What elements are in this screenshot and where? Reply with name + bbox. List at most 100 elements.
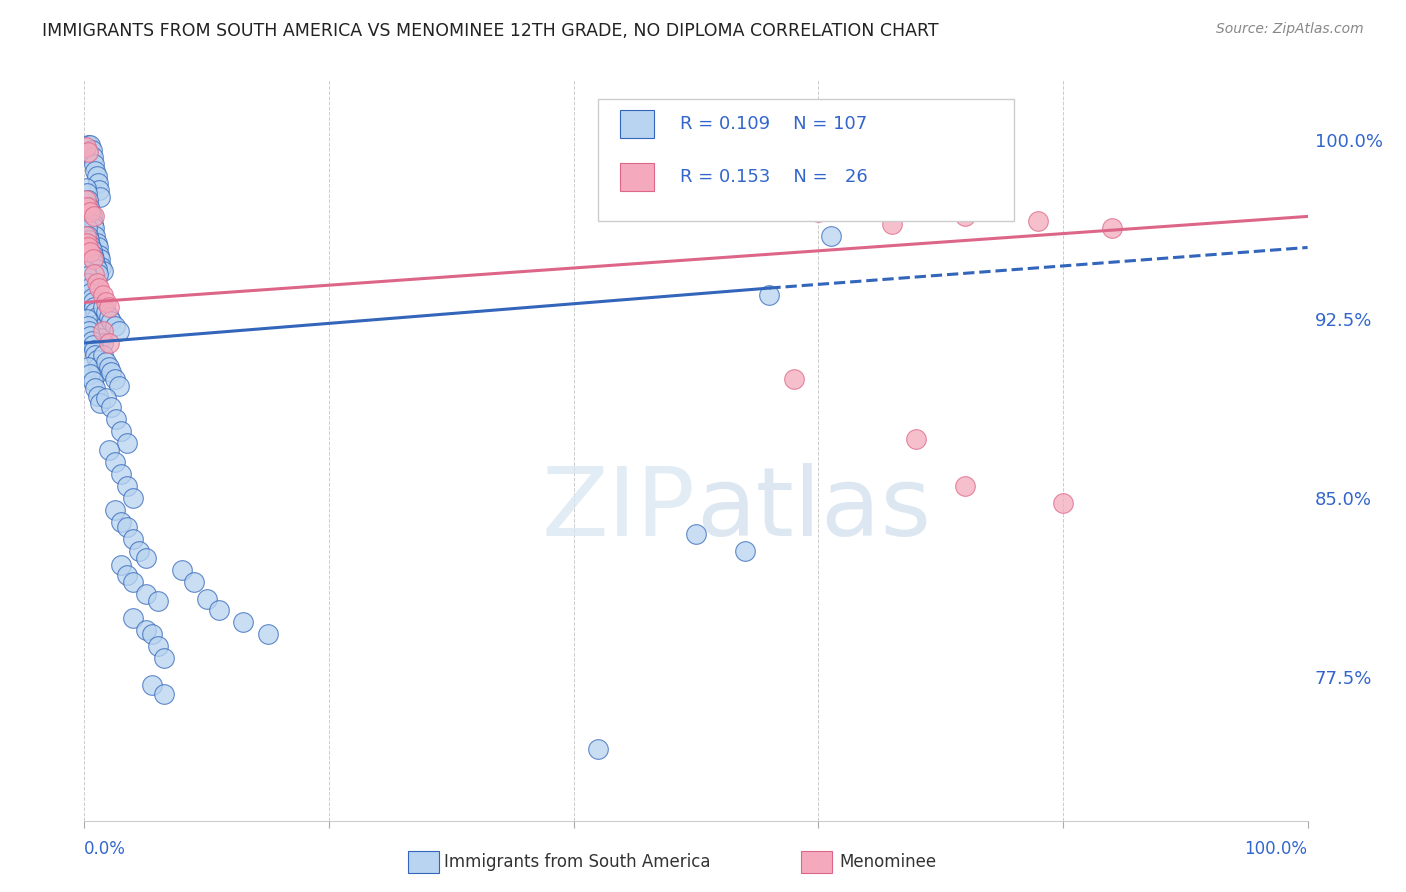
Point <box>734 543 756 558</box>
Point <box>83 343 105 358</box>
Point <box>110 467 132 482</box>
Point <box>122 610 145 624</box>
Point <box>87 388 110 402</box>
Text: Menominee: Menominee <box>839 853 936 871</box>
Point <box>83 221 105 235</box>
Point <box>79 328 101 343</box>
Point <box>84 305 107 319</box>
Point <box>77 137 100 152</box>
Point <box>87 183 110 197</box>
Point <box>91 348 114 362</box>
Point <box>104 319 127 334</box>
Point <box>96 305 118 319</box>
Point <box>91 324 114 338</box>
Point <box>97 443 120 458</box>
Point <box>79 137 101 152</box>
Point <box>75 140 97 154</box>
Text: Source: ZipAtlas.com: Source: ZipAtlas.com <box>1216 22 1364 37</box>
Point <box>83 267 105 281</box>
Point <box>685 527 707 541</box>
Point <box>84 228 107 243</box>
Point <box>77 240 100 254</box>
Point <box>122 532 145 546</box>
Point <box>77 319 100 334</box>
Point <box>104 503 127 517</box>
Point <box>77 193 100 207</box>
Point <box>89 326 111 341</box>
Point <box>100 314 122 328</box>
Point <box>107 324 129 338</box>
Text: R = 0.153    N =   26: R = 0.153 N = 26 <box>681 168 868 186</box>
Point <box>141 677 163 691</box>
Point <box>89 395 111 409</box>
Point <box>195 591 218 606</box>
Point <box>82 150 104 164</box>
Point <box>79 238 101 252</box>
Point <box>86 277 108 291</box>
Point <box>146 594 169 608</box>
Point <box>75 180 97 194</box>
Point <box>91 336 114 351</box>
Point <box>96 391 118 405</box>
Point <box>86 262 108 277</box>
Point <box>82 217 104 231</box>
Point <box>79 367 101 381</box>
Point <box>115 567 138 582</box>
Point <box>83 157 105 171</box>
Point <box>128 543 150 558</box>
Point <box>232 615 254 630</box>
Point <box>905 432 928 446</box>
Point <box>107 379 129 393</box>
Point <box>77 277 100 291</box>
Point <box>135 587 157 601</box>
Point <box>79 204 101 219</box>
Text: 0.0%: 0.0% <box>84 839 127 858</box>
Point <box>82 247 104 261</box>
Point <box>82 295 104 310</box>
Point <box>153 651 176 665</box>
Point <box>75 228 97 243</box>
Point <box>880 217 903 231</box>
Point <box>820 228 842 243</box>
Point <box>96 295 118 310</box>
Point <box>257 627 280 641</box>
Point <box>86 352 108 367</box>
Point <box>83 300 105 314</box>
Point <box>87 247 110 261</box>
Point <box>783 372 806 386</box>
Point <box>115 479 138 493</box>
Point <box>87 321 110 335</box>
Point <box>76 269 98 284</box>
Point <box>105 412 128 426</box>
Point <box>90 260 112 274</box>
Point <box>953 210 976 224</box>
Point <box>76 221 98 235</box>
Point <box>79 245 101 260</box>
Point <box>89 252 111 267</box>
Point <box>110 515 132 529</box>
Point <box>82 252 104 267</box>
FancyBboxPatch shape <box>598 99 1014 221</box>
Point <box>77 233 100 247</box>
Point <box>79 285 101 300</box>
Point <box>87 176 110 190</box>
Point <box>87 317 110 331</box>
Point <box>75 264 97 278</box>
Point <box>84 257 107 271</box>
Point <box>104 455 127 469</box>
Point <box>172 563 194 577</box>
Text: ZIP: ZIP <box>543 463 696 557</box>
Point <box>807 204 830 219</box>
Point <box>97 359 120 374</box>
Point <box>135 623 157 637</box>
Point <box>135 550 157 565</box>
Point <box>122 574 145 589</box>
Point <box>77 145 100 159</box>
Point <box>97 310 120 324</box>
Point <box>84 348 107 362</box>
Point <box>1052 496 1074 510</box>
Point <box>91 264 114 278</box>
Point <box>80 210 103 224</box>
Point <box>115 520 138 534</box>
Bar <box>620 163 654 191</box>
